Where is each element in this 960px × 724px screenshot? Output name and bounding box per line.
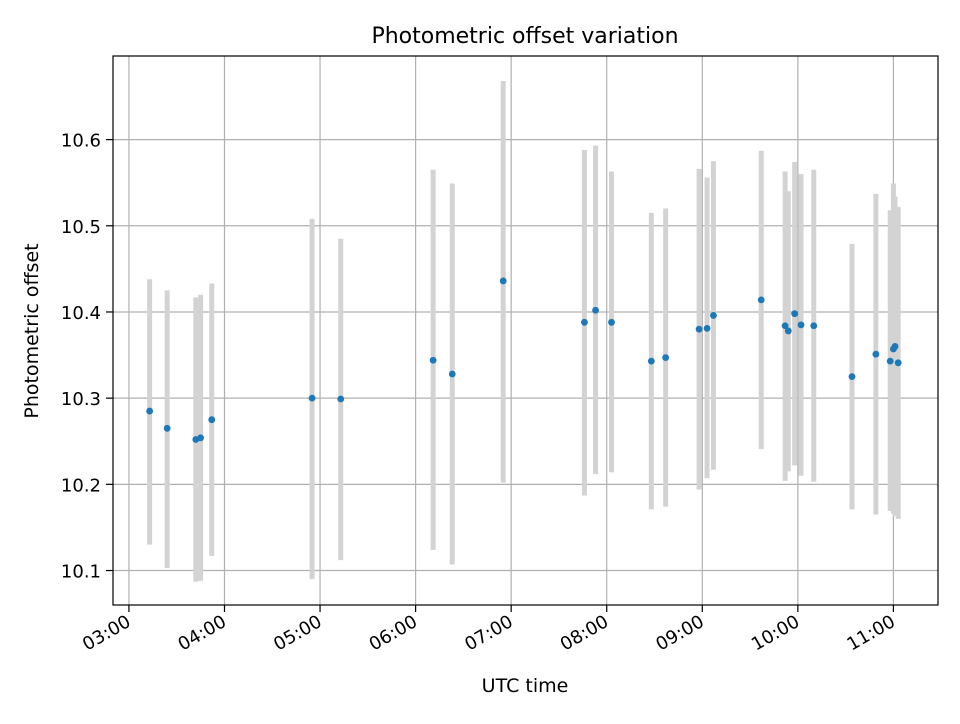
data-point bbox=[197, 434, 204, 442]
y-tick-label: 10.1 bbox=[61, 562, 101, 583]
data-point bbox=[429, 356, 437, 364]
y-tick-label: 10.6 bbox=[61, 131, 101, 152]
data-point bbox=[886, 357, 894, 365]
y-tick-label: 10.4 bbox=[61, 303, 101, 324]
x-tick-label: 04:00 bbox=[175, 611, 230, 655]
data-point bbox=[695, 325, 703, 333]
y-axis-label: Photometric offset bbox=[21, 243, 43, 418]
data-point bbox=[848, 373, 856, 381]
data-point bbox=[781, 322, 789, 330]
data-point bbox=[163, 424, 171, 432]
data-point bbox=[581, 318, 588, 326]
x-axis-label: UTC time bbox=[482, 675, 569, 697]
x-tick-label: 11:00 bbox=[843, 611, 898, 655]
data-point bbox=[797, 321, 805, 329]
x-tick-label: 05:00 bbox=[270, 611, 325, 655]
x-tick-label: 03:00 bbox=[79, 611, 134, 655]
y-tick-label: 10.3 bbox=[61, 389, 101, 410]
y-tick-label: 10.5 bbox=[61, 217, 101, 238]
data-point bbox=[208, 416, 216, 424]
data-point bbox=[894, 359, 902, 367]
x-tick-label: 09:00 bbox=[652, 611, 707, 655]
point-layer bbox=[146, 277, 902, 443]
x-tick-label: 08:00 bbox=[557, 611, 612, 655]
data-point bbox=[146, 407, 154, 415]
data-point bbox=[703, 324, 711, 332]
data-point bbox=[448, 370, 456, 378]
x-tick-label: 07:00 bbox=[461, 611, 516, 655]
data-point bbox=[499, 277, 507, 285]
data-point bbox=[608, 318, 615, 326]
y-tick-label: 10.2 bbox=[61, 475, 101, 496]
chart-title: Photometric offset variation bbox=[371, 24, 678, 49]
x-tick-label: 10:00 bbox=[748, 611, 803, 655]
data-point bbox=[337, 395, 345, 403]
data-point bbox=[308, 394, 316, 402]
data-point bbox=[662, 354, 670, 362]
data-point bbox=[791, 310, 799, 318]
data-point bbox=[784, 327, 792, 335]
data-point bbox=[647, 357, 655, 365]
data-point bbox=[891, 343, 899, 350]
data-point bbox=[757, 296, 765, 304]
x-tick-label: 06:00 bbox=[366, 611, 421, 655]
data-point bbox=[592, 306, 599, 314]
plot-frame bbox=[112, 55, 939, 606]
data-point bbox=[710, 312, 717, 319]
tick-layer: 03:00 04:00 05:00 06:00 07:00 08:00 09:00 10:00… bbox=[61, 131, 899, 656]
data-point bbox=[872, 350, 880, 358]
data-point bbox=[810, 322, 818, 330]
